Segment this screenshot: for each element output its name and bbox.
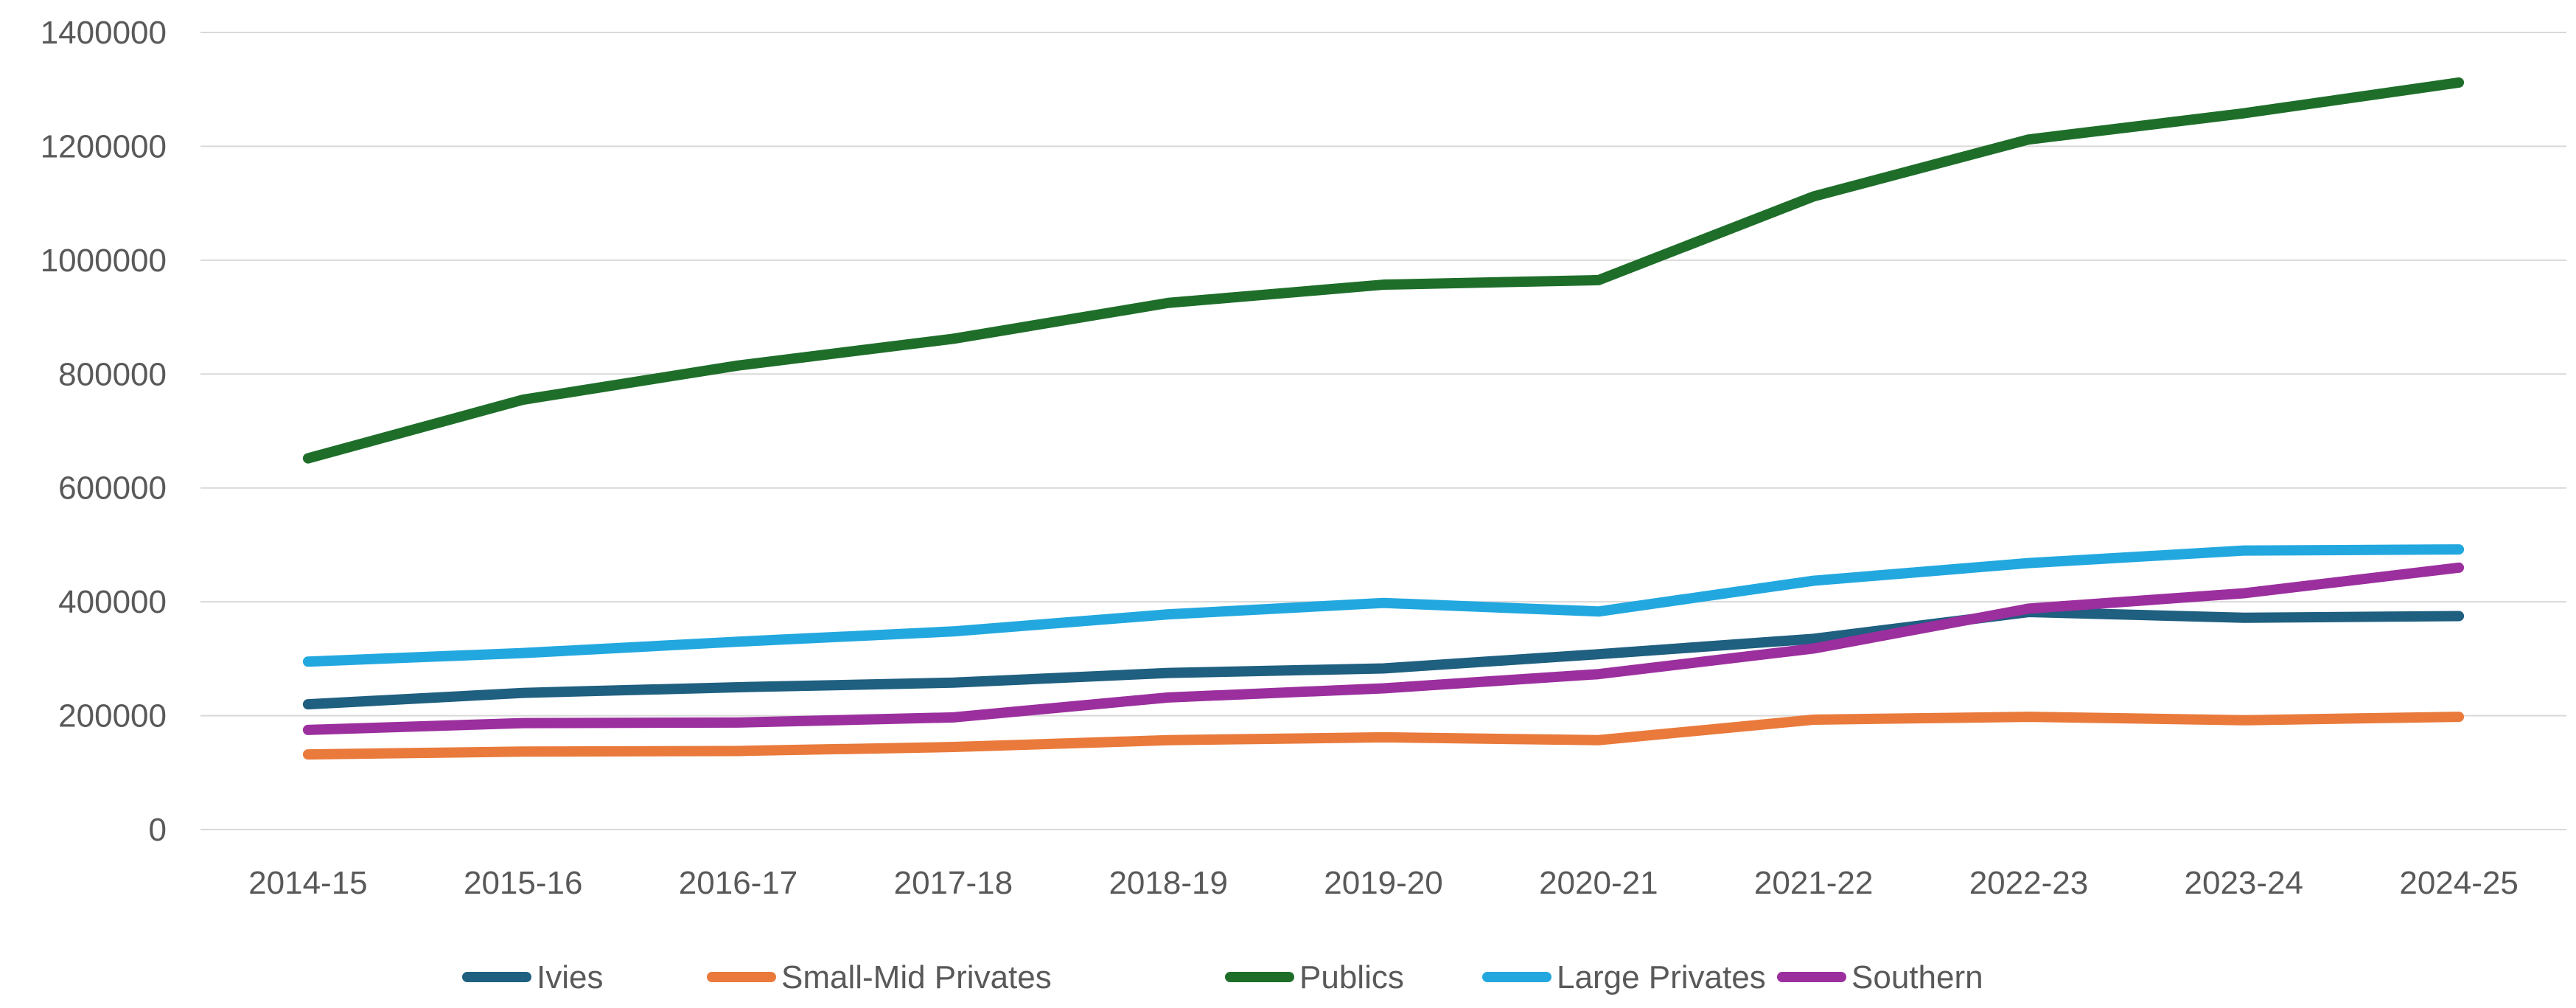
series-line-large-privates xyxy=(302,544,2465,667)
y-tick-label: 1000000 xyxy=(41,243,167,279)
x-tick-label: 2019-20 xyxy=(1324,865,1442,901)
x-tick-label: 2024-25 xyxy=(2399,865,2518,901)
y-tick-label: 200000 xyxy=(58,698,167,734)
legend: Ivies Small-Mid Privates Publics Large Priv… xyxy=(462,959,1983,995)
x-tick-label: 2017-18 xyxy=(894,865,1013,901)
y-tick-label: 400000 xyxy=(58,584,167,620)
legend-label: Small-Mid Privates xyxy=(781,959,1052,995)
series-line-ivies xyxy=(302,607,2465,710)
x-tick-label: 2023-24 xyxy=(2185,865,2303,901)
legend-label: Large Privates xyxy=(1557,959,1766,995)
legend-label: Publics xyxy=(1299,959,1404,995)
series-line-publics xyxy=(302,77,2465,464)
x-tick-label: 2020-21 xyxy=(1539,865,1658,901)
x-tick-label: 2015-16 xyxy=(464,865,582,901)
series-lines xyxy=(302,77,2465,760)
x-tick-label: 2016-17 xyxy=(679,865,797,901)
x-tick-label: 2014-15 xyxy=(248,865,367,901)
legend-label: Ivies xyxy=(537,959,603,995)
x-tick-label: 2018-19 xyxy=(1109,865,1227,901)
legend-label: Southern xyxy=(1851,959,1983,995)
y-tick-label: 600000 xyxy=(58,470,167,507)
y-tick-label: 0 xyxy=(149,812,167,848)
x-tick-label: 2022-23 xyxy=(1969,865,2088,901)
x-axis-ticks: 2014-15 2015-16 2016-17 2017-18 2018-19 2019-… xyxy=(248,865,2519,901)
y-tick-label: 1200000 xyxy=(41,128,167,164)
gridlines xyxy=(200,32,2566,830)
series-line-southern xyxy=(302,562,2465,735)
y-axis-ticks: 0 200000 400000 600000 800000 1000000 1200000 1… xyxy=(41,15,167,848)
y-tick-label: 800000 xyxy=(58,356,167,392)
y-tick-label: 1400000 xyxy=(41,15,167,51)
series-line-small-mid-privates xyxy=(302,712,2465,760)
x-tick-label: 2021-22 xyxy=(1754,865,1873,901)
